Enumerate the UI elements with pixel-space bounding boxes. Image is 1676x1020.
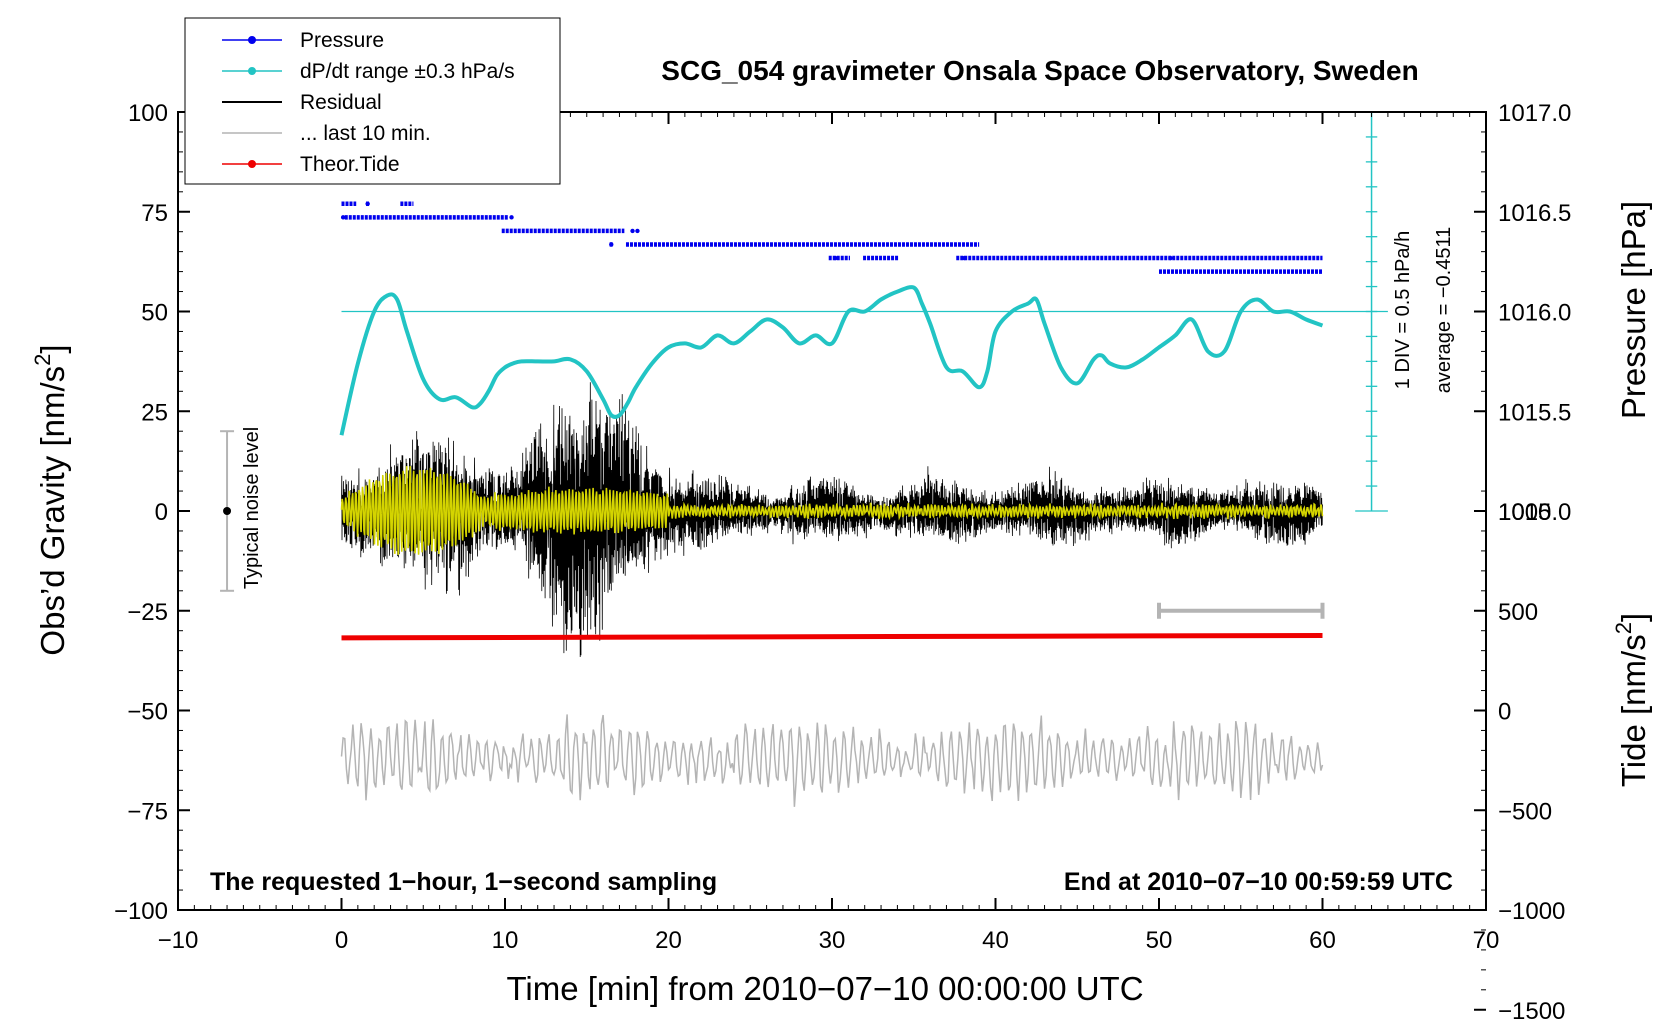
- axes-layer: −10 0 10 20 30 40 50 60 701007550250−25−50−75−10…: [114, 100, 1571, 1020]
- x-tick-label: 0: [335, 927, 348, 954]
- series-layer: [339, 201, 1324, 807]
- pressure-point: [609, 242, 614, 247]
- pressure-tick-label: 1016.5: [1498, 200, 1571, 227]
- x-tick-label: 10: [492, 927, 519, 954]
- y-axis-label-left: Obs’d Gravity [nm/s2]: [30, 344, 71, 655]
- pressure-tick-label: 1016.0: [1498, 300, 1571, 327]
- legend-label: ... last 10 min.: [300, 122, 431, 145]
- y-axis-label-left-sup: 2: [30, 354, 55, 366]
- y-tick-label: −100: [114, 898, 168, 925]
- pressure-point: [833, 255, 838, 261]
- y-axis-label-left-end: ]: [34, 344, 71, 353]
- pressure-tick-label: 1017.0: [1498, 100, 1571, 127]
- pressure-tick-label: 1015.5: [1498, 399, 1571, 426]
- tide-tick-label: −1500: [1498, 998, 1565, 1020]
- y-axis-label-tide: Tide [nm/s2]: [1611, 613, 1652, 787]
- dpdt-line: [339, 285, 1324, 436]
- legend-marker: [248, 36, 256, 44]
- x-tick-label: 30: [819, 927, 846, 954]
- y-axis-label-pressure: Pressure [hPa]: [1615, 201, 1652, 419]
- y-axis-label-tide-main: Tide [nm/s: [1615, 634, 1652, 787]
- legend-label: Residual: [300, 91, 382, 114]
- pressure-point: [340, 215, 346, 220]
- residual-smoothed-line: [340, 466, 1324, 555]
- dpdt-average-label: average = −0.4511: [1433, 227, 1455, 393]
- legend-marker: [248, 67, 256, 75]
- note-sampling: The requested 1−hour, 1−second sampling: [210, 868, 717, 896]
- legend-marker: [248, 160, 256, 168]
- pressure-point: [1168, 255, 1173, 261]
- x-tick-label: 50: [1146, 927, 1173, 954]
- y-tick-label: 75: [141, 200, 168, 227]
- y-tick-label: −25: [127, 599, 168, 626]
- pressure-point: [962, 255, 967, 261]
- tide-tick-label: 1000: [1498, 499, 1551, 526]
- tide-tick-label: 0: [1498, 699, 1511, 726]
- tide-tick-label: −1000: [1498, 898, 1565, 925]
- x-tick-label: 20: [655, 927, 682, 954]
- y-axis-label-tide-end: ]: [1615, 613, 1652, 622]
- dpdt-scale-label: 1 DIV = 0.5 hPa/h: [1392, 231, 1414, 389]
- x-tick-label: 40: [982, 927, 1009, 954]
- tide-tick-label: 500: [1498, 599, 1538, 626]
- theoretical-tide-line: [341, 632, 1323, 641]
- pressure-point: [630, 228, 635, 234]
- noise-level-label: Typical noise level: [241, 427, 263, 589]
- y-tick-label: 0: [155, 499, 168, 526]
- last-10-min-line: [340, 714, 1324, 807]
- x-tick-label: 60: [1309, 927, 1336, 954]
- y-axis-label-left-main: Obs’d Gravity [nm/s: [34, 366, 71, 656]
- note-end-time: End at 2010−07−10 00:59:59 UTC: [1064, 868, 1453, 896]
- x-tick-label: −10: [158, 927, 199, 954]
- pressure-point: [509, 215, 514, 220]
- legend-items: Pressure dP/dt range ±0.3 hPa/s Residual..…: [222, 29, 515, 176]
- legend-label: dP/dt range ±0.3 hPa/s: [300, 60, 515, 83]
- pressure-point: [365, 201, 370, 206]
- tide-tick-label: −500: [1498, 798, 1552, 825]
- chart-title: SCG_054 gravimeter Onsala Space Observat…: [661, 55, 1418, 86]
- y-tick-label: 25: [141, 399, 168, 426]
- noise-bar-center-dot: [223, 507, 232, 515]
- pressure-tick-label: 1015.0: [1498, 499, 1571, 526]
- y-tick-label: 50: [141, 300, 168, 327]
- pressure-point: [635, 228, 640, 234]
- legend: Pressure dP/dt range ±0.3 hPa/s Residual..…: [184, 17, 561, 185]
- y-tick-label: −75: [127, 798, 168, 825]
- y-axis-label-tide-sup: 2: [1611, 622, 1636, 634]
- y-tick-label: 100: [128, 100, 168, 127]
- legend-label: Theor.Tide: [300, 153, 400, 176]
- x-axis-label: Time [min] from 2010−07−10 00:00:00 UTC: [506, 970, 1143, 1007]
- legend-label: Pressure: [300, 29, 384, 52]
- y-tick-label: −50: [127, 699, 168, 726]
